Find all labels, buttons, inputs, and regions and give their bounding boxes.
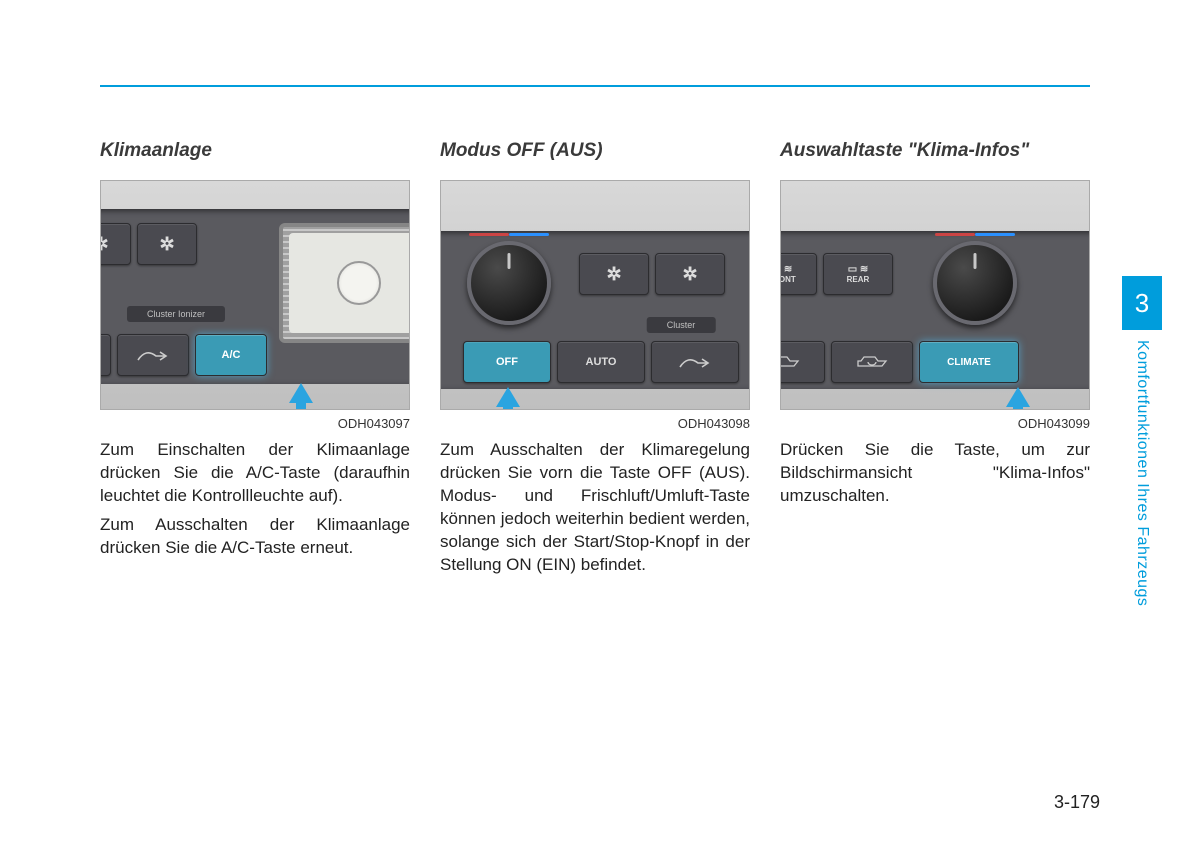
heading-modus-off: Modus OFF (AUS) bbox=[440, 140, 750, 162]
figure-ac-panel: ✲ ✲ Cluster Ionizer UTO A/C bbox=[100, 180, 410, 410]
airflow-mode-icon bbox=[136, 346, 170, 364]
fan-icon: ✲ bbox=[682, 264, 697, 285]
fresh-air-button bbox=[780, 341, 825, 383]
auto-button: AUTO bbox=[557, 341, 645, 383]
fan-plus-button: ✲ bbox=[655, 253, 725, 295]
body-text-klimaanlage: Zum Einschalten der Klimaanlage drücken … bbox=[100, 439, 410, 566]
chapter-number-badge: 3 bbox=[1122, 276, 1162, 330]
figure-off-panel: ✲ ✲ Cluster OFF AUTO bbox=[440, 180, 750, 410]
fan-plus-button: ✲ bbox=[137, 223, 197, 265]
column-modus-off: Modus OFF (AUS) ✲ ✲ Cluster OFF AUTO bbox=[440, 140, 750, 583]
rear-defrost-button: ▭ ≋ REAR bbox=[823, 253, 893, 295]
chapter-side-tab: 3 Komfortfunktionen Ihres Fahrzeugs bbox=[1122, 276, 1162, 606]
cluster-ionizer-label: Cluster Ionizer bbox=[127, 306, 225, 322]
climate-button: CLIMATE bbox=[919, 341, 1019, 383]
car-recirc-icon bbox=[854, 353, 890, 371]
pointer-arrow-icon bbox=[1006, 387, 1030, 407]
fan-minus-button: ✲ bbox=[579, 253, 649, 295]
paragraph: Zum Ausschalten der Klimaanlage drücken … bbox=[100, 514, 410, 560]
pointer-arrow-icon bbox=[289, 383, 313, 403]
off-button: OFF bbox=[463, 341, 551, 383]
paragraph: Drücken Sie die Taste, um zur Bildschirm… bbox=[780, 439, 1090, 508]
front-defrost-button: ⬚ ≋ FRONT bbox=[780, 253, 817, 295]
recirc-button bbox=[831, 341, 913, 383]
temperature-dial bbox=[467, 241, 551, 325]
dash-vent bbox=[279, 223, 410, 343]
car-fresh-air-icon bbox=[780, 353, 802, 371]
fan-icon: ✲ bbox=[159, 234, 174, 255]
column-klimaanlage: Klimaanlage ✲ ✲ Cluster Ionizer UTO A/C bbox=[100, 140, 410, 583]
defrost-rear-icon: ▭ ≋ bbox=[848, 265, 869, 275]
ac-button: A/C bbox=[195, 334, 267, 376]
figure-code: ODH043097 bbox=[100, 416, 410, 431]
pointer-arrow-icon bbox=[496, 387, 520, 407]
fan-minus-button: ✲ bbox=[100, 223, 131, 265]
body-text-klima-infos: Drücken Sie die Taste, um zur Bildschirm… bbox=[780, 439, 1090, 514]
figure-climate-panel: ⬚ ≋ FRONT ▭ ≋ REAR bbox=[780, 180, 1090, 410]
body-text-modus-off: Zum Ausschalten der Klimaregelung drücke… bbox=[440, 439, 750, 583]
fan-icon: ✲ bbox=[606, 264, 621, 285]
column-klima-infos: Auswahltaste "Klima-Infos" ⬚ ≋ FRONT ▭ ≋… bbox=[780, 140, 1090, 583]
analog-clock bbox=[289, 233, 410, 333]
heading-klimaanlage: Klimaanlage bbox=[100, 140, 410, 162]
mode-button bbox=[651, 341, 739, 383]
page-number: 3-179 bbox=[1054, 792, 1100, 813]
heading-klima-infos: Auswahltaste "Klima-Infos" bbox=[780, 140, 1090, 162]
defrost-front-icon: ⬚ ≋ bbox=[780, 265, 792, 275]
figure-code: ODH043098 bbox=[440, 416, 750, 431]
cluster-label: Cluster bbox=[647, 317, 716, 333]
temperature-dial bbox=[933, 241, 1017, 325]
paragraph: Zum Ausschalten der Klimaregelung drücke… bbox=[440, 439, 750, 577]
paragraph: Zum Einschalten der Klimaanlage drücken … bbox=[100, 439, 410, 508]
figure-code: ODH043099 bbox=[780, 416, 1090, 431]
chapter-title-vertical: Komfortfunktionen Ihres Fahrzeugs bbox=[1133, 340, 1151, 606]
fan-icon: ✲ bbox=[100, 234, 109, 255]
auto-button: UTO bbox=[100, 334, 111, 376]
airflow-mode-icon bbox=[678, 353, 712, 371]
top-divider bbox=[100, 85, 1090, 87]
mode-button bbox=[117, 334, 189, 376]
content-columns: Klimaanlage ✲ ✲ Cluster Ionizer UTO A/C bbox=[100, 140, 1090, 583]
